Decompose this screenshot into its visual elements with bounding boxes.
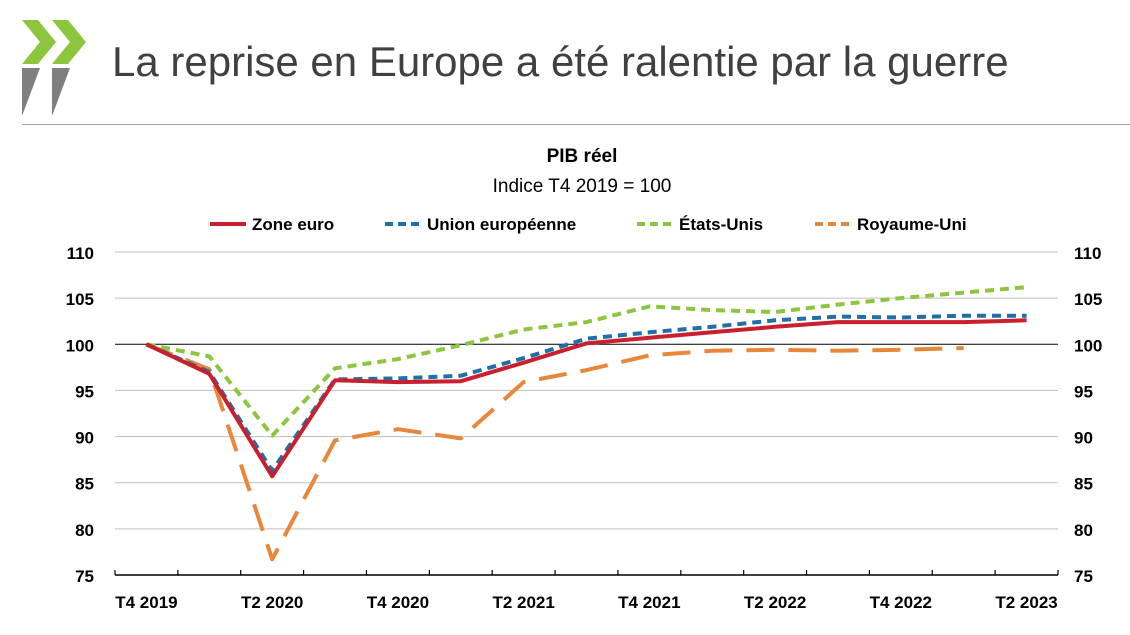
x-tick-label: T4 2020 xyxy=(367,593,429,612)
x-tick-label: T2 2022 xyxy=(744,593,806,612)
y-tick-label-right: 100 xyxy=(1074,336,1102,355)
legend-label: Zone euro xyxy=(252,215,334,234)
y-tick-label-right: 105 xyxy=(1074,290,1102,309)
y-tick-label-right: 110 xyxy=(1074,244,1101,263)
chart-series xyxy=(145,285,1027,562)
logo-chevron-grey-1 xyxy=(22,68,40,116)
y-tick-label-right: 95 xyxy=(1074,382,1093,401)
y-tick-label-left: 80 xyxy=(75,521,94,540)
chart-grid xyxy=(115,251,1058,530)
series-line-1 xyxy=(145,313,1027,473)
y-tick-label-right: 80 xyxy=(1074,521,1093,540)
legend-label: États-Unis xyxy=(679,215,763,234)
y-tick-label-right: 75 xyxy=(1074,567,1093,586)
logo-chevron-green-1 xyxy=(22,20,56,64)
x-axis: T4 2019 T2 2020 T4 2020 T2 2021 T4 2021 T2 20… xyxy=(114,570,1059,612)
y-tick-label-right: 85 xyxy=(1074,475,1093,494)
x-tick-label: T2 2020 xyxy=(241,593,303,612)
y-axis-right: 75 80 85 90 95 100 105 110 xyxy=(1074,244,1102,586)
chart-title: PIB réel xyxy=(547,146,618,167)
logo-chevron-grey-2 xyxy=(52,68,70,116)
logo-chevron-green-2 xyxy=(52,20,86,64)
y-axis-left: 75 80 85 90 95 100 105 110 xyxy=(66,244,94,586)
slide-title: La reprise en Europe a été ralentie par … xyxy=(112,38,1009,85)
title-divider xyxy=(22,124,1130,125)
legend-label: Union européenne xyxy=(427,215,576,234)
y-tick-label-right: 90 xyxy=(1074,429,1093,448)
series-line-2 xyxy=(146,285,1027,438)
x-tick-label: T2 2021 xyxy=(492,593,554,612)
legend-label: Royaume-Uni xyxy=(857,215,967,234)
x-tick-label: T4 2021 xyxy=(618,593,680,612)
x-tick-label: T4 2022 xyxy=(870,593,932,612)
x-tick-label: T4 2019 xyxy=(115,593,177,612)
y-tick-label-left: 85 xyxy=(75,475,94,494)
y-tick-label-left: 95 xyxy=(75,382,94,401)
oecd-logo xyxy=(22,20,86,116)
y-tick-label-left: 105 xyxy=(66,290,94,309)
series-line-0 xyxy=(145,318,1027,479)
y-tick-label-left: 75 xyxy=(75,567,94,586)
y-tick-label-left: 90 xyxy=(75,429,94,448)
x-tick-label: T2 2023 xyxy=(995,593,1057,612)
y-tick-label-left: 100 xyxy=(66,336,94,355)
chart-subtitle: Indice T4 2019 = 100 xyxy=(493,176,672,197)
y-tick-label-left: 110 xyxy=(67,244,94,263)
series-line-3 xyxy=(145,342,964,562)
chart-legend: Zone euro Union européenne États-Unis Royau… xyxy=(210,215,967,234)
